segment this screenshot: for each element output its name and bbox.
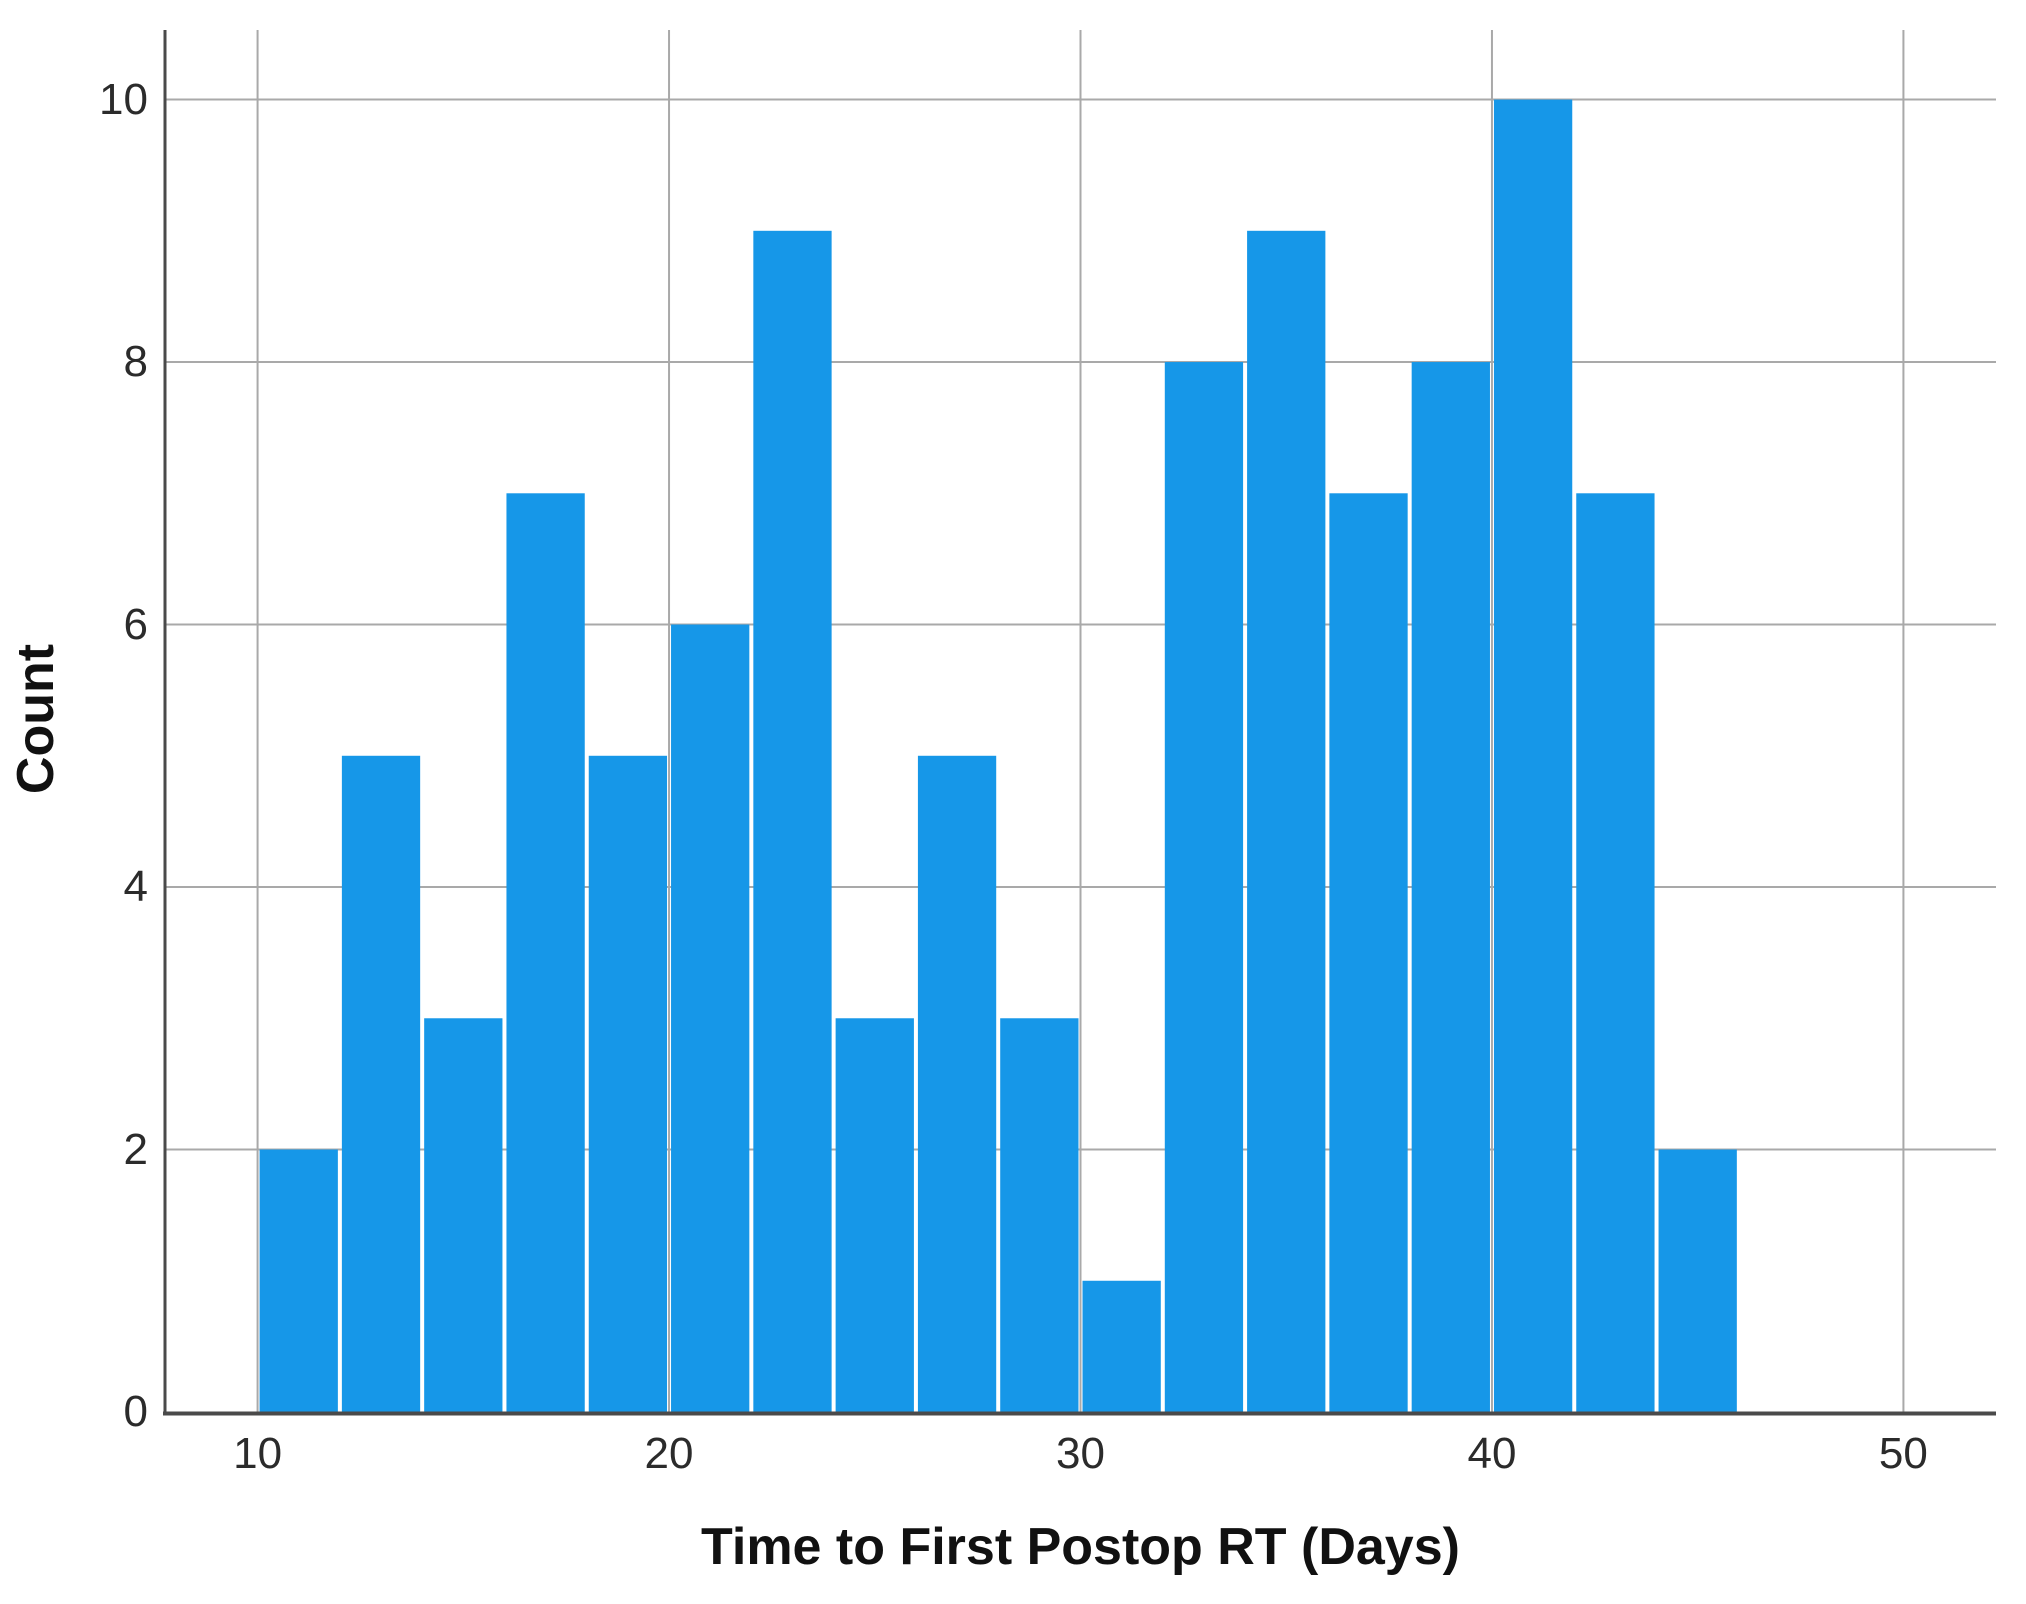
histogram-bar-20 bbox=[671, 624, 750, 1412]
histogram-bar-22 bbox=[753, 230, 832, 1412]
histogram-bar-12 bbox=[341, 755, 421, 1412]
histogram-bar-40 bbox=[1493, 99, 1573, 1413]
histogram-bar-30 bbox=[1082, 1280, 1161, 1412]
histogram-bar-32 bbox=[1164, 362, 1244, 1412]
y-tick-label-6: 6 bbox=[123, 599, 148, 649]
histogram-bar-42 bbox=[1576, 493, 1655, 1413]
x-tick-label-50: 50 bbox=[1878, 1429, 1928, 1478]
histogram-bar-34 bbox=[1247, 230, 1326, 1412]
histogram-bar-18 bbox=[588, 755, 668, 1412]
y-tick-label-10: 10 bbox=[99, 74, 148, 124]
histogram-bar-24 bbox=[835, 1018, 914, 1412]
histogram-bar-36 bbox=[1329, 493, 1408, 1413]
x-tick-label-30: 30 bbox=[1056, 1429, 1105, 1478]
histogram-bar-26 bbox=[917, 755, 997, 1412]
x-axis-title: Time to First Postop RT (Days) bbox=[701, 1518, 1460, 1576]
histogram-bar-14 bbox=[424, 1018, 503, 1412]
y-tick-label-0: 0 bbox=[123, 1387, 148, 1436]
y-axis-title: Count bbox=[7, 643, 65, 795]
histogram-bar-44 bbox=[1658, 1149, 1737, 1412]
x-tick-label-40: 40 bbox=[1467, 1429, 1517, 1478]
histogram-bar-28 bbox=[1000, 1018, 1079, 1412]
x-tick-label-10: 10 bbox=[233, 1429, 283, 1478]
histogram-bar-10 bbox=[259, 1149, 338, 1412]
y-tick-label-4: 4 bbox=[123, 862, 148, 912]
x-tick-label-20: 20 bbox=[644, 1429, 694, 1478]
y-tick-label-8: 8 bbox=[123, 337, 148, 387]
histogram-bar-16 bbox=[506, 493, 585, 1413]
histogram-bar-38 bbox=[1411, 362, 1490, 1412]
y-tick-label-2: 2 bbox=[123, 1124, 148, 1174]
